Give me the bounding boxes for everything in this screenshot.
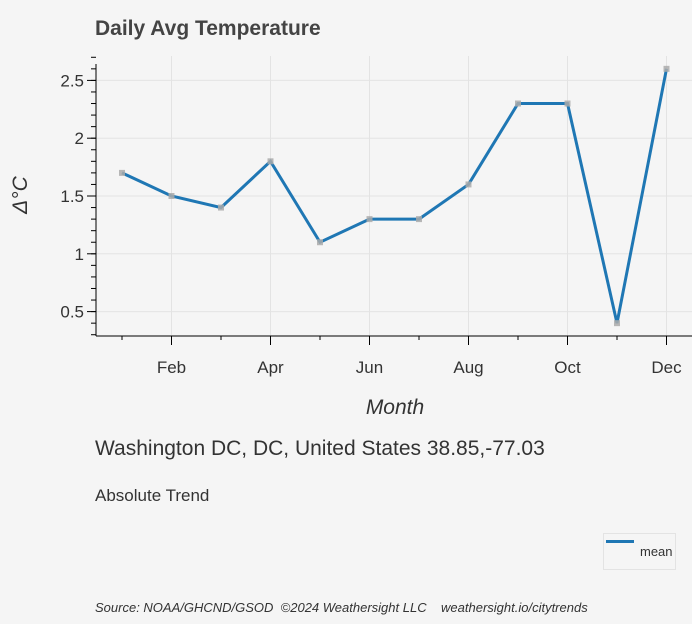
y-tick-label: 1.5 [60,187,84,206]
location-text: Washington DC, DC, United States 38.85,-… [95,437,545,460]
data-point [416,216,422,223]
data-point [267,158,274,165]
x-tick-label: Aug [453,358,483,377]
data-marks [119,65,670,327]
x-tick-label: Apr [257,358,284,377]
data-point [218,204,224,211]
legend-swatch [606,540,634,543]
y-tick-label: 2.5 [60,71,84,90]
y-tick-label: 0.5 [60,303,84,322]
data-point [614,320,620,327]
legend-label: mean [640,544,673,559]
x-axis-label: Month [366,396,424,419]
data-point [119,169,125,176]
x-tick-label: Dec [651,358,682,377]
source-credit: Source: NOAA/GHCND/GSOD ©2024 Weathersig… [95,600,588,615]
trend-subtitle: Absolute Trend [95,486,210,505]
data-point [317,239,323,246]
y-tick-label: 1 [75,245,84,264]
x-tick-label: Jun [356,358,383,377]
x-tick-label: Oct [554,358,581,377]
axes: 0.5 1 1.5 2 2.5 Feb Apr Jun Aug Oct Dec [60,56,692,377]
data-point [564,100,571,107]
data-point [366,216,373,223]
series-line-mean [121,68,668,324]
data-point [168,193,175,199]
data-point [663,65,670,72]
x-tick-label: Feb [157,358,186,377]
y-axis-label: Δ°C [9,175,32,214]
legend: mean [603,533,676,570]
data-point [465,181,472,188]
chart-title: Daily Avg Temperature [95,17,321,40]
grid [96,56,692,336]
data-point [515,100,521,107]
y-tick-label: 2 [75,129,84,148]
